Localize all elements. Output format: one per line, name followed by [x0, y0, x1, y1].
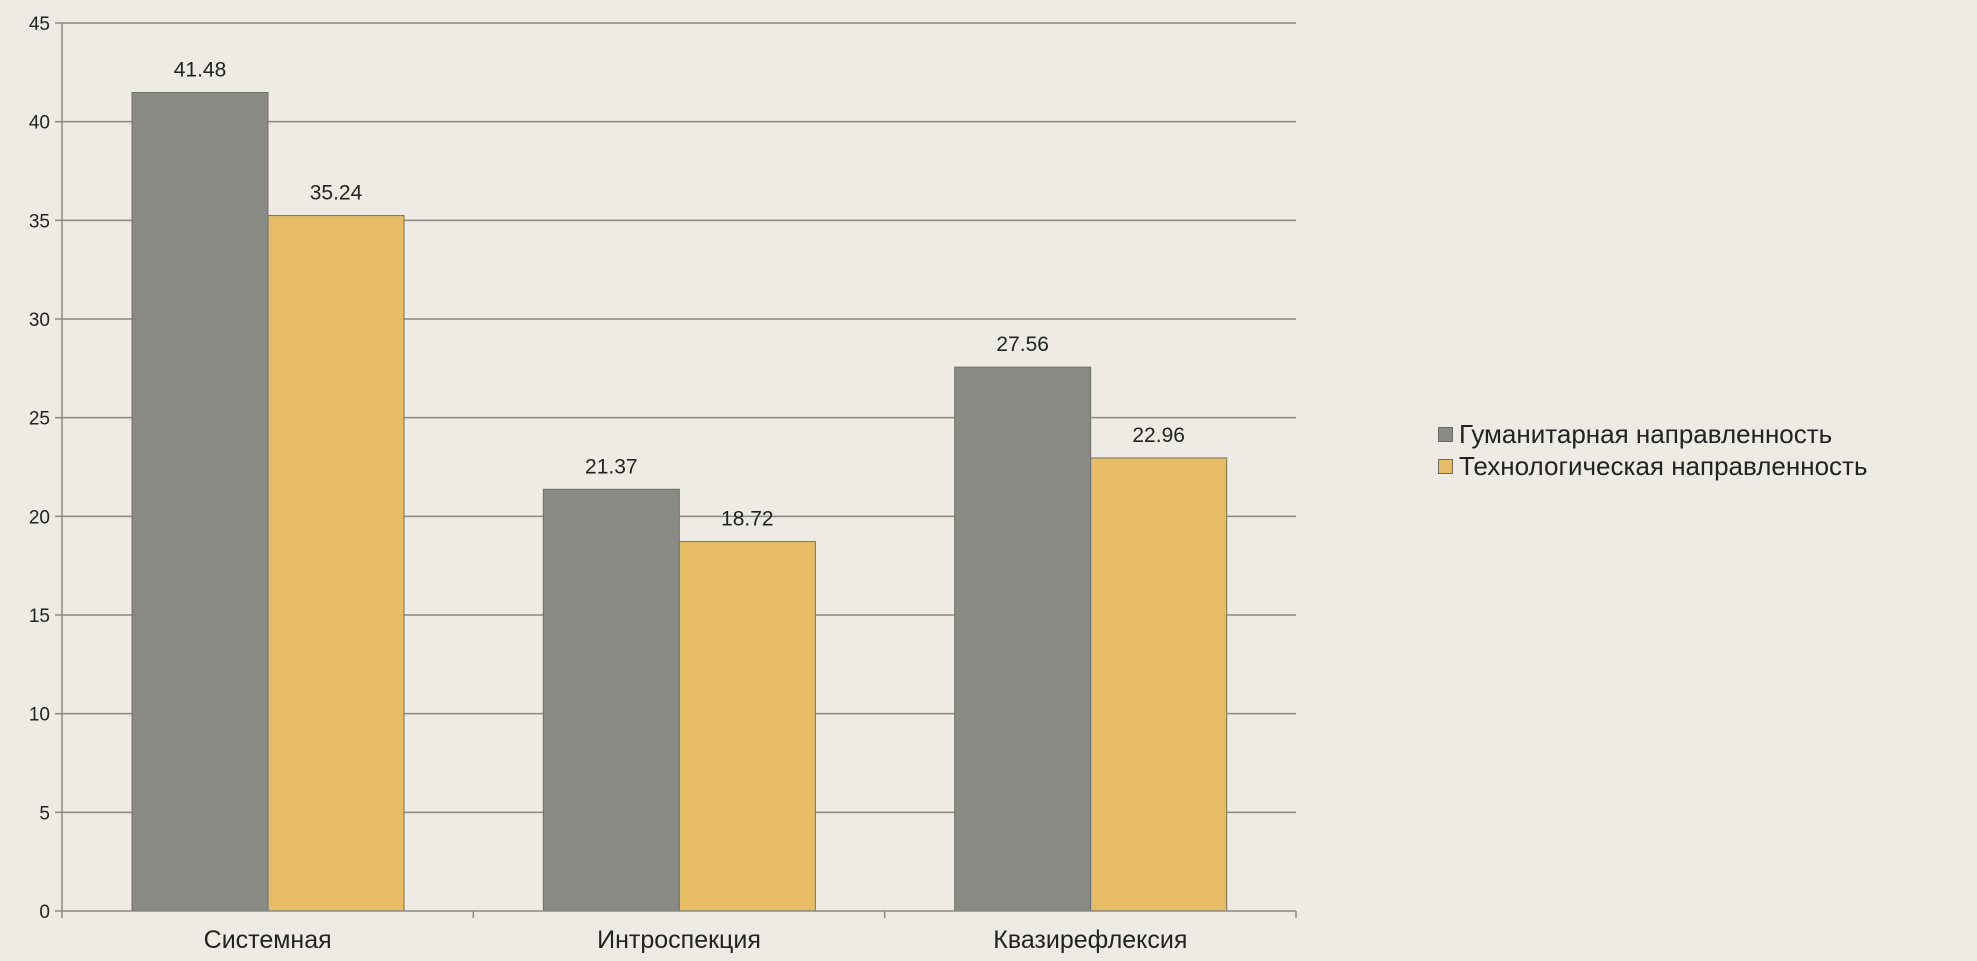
y-tick-label: 20	[29, 507, 50, 528]
y-tick-label: 0	[39, 902, 50, 923]
y-tick-label: 5	[39, 803, 50, 824]
legend-swatch-series-1	[1438, 426, 1453, 442]
axes	[55, 22, 1297, 918]
bar	[267, 215, 405, 912]
y-tick-label: 15	[29, 606, 50, 627]
bar	[1090, 457, 1228, 912]
y-tick-label: 30	[29, 310, 50, 331]
x-category-label: Квазирефлексия	[993, 926, 1187, 954]
legend-item-series-1: Гуманитарная направленность	[1438, 418, 1868, 450]
legend: Гуманитарная направленность Технологичес…	[1438, 418, 1868, 482]
legend-item-series-2: Технологическая направленность	[1438, 450, 1868, 482]
x-category-label: Интроспекция	[597, 926, 761, 954]
labels: 0 5 10 15 20 25 30 35 40 45 41.48 35.24 Системная 21.…	[29, 14, 1188, 954]
x-category-label: Системная	[204, 926, 332, 954]
y-tick-label: 45	[29, 14, 50, 35]
bars	[131, 91, 1228, 912]
data-label: 27.56	[996, 333, 1049, 356]
legend-label-series-1: Гуманитарная направленность	[1459, 418, 1833, 449]
data-label: 21.37	[585, 455, 638, 478]
legend-swatch-series-2	[1438, 458, 1453, 474]
legend-label-series-2: Технологическая направленность	[1459, 450, 1868, 481]
y-tick-label: 25	[29, 409, 50, 430]
bar	[131, 91, 269, 912]
bar	[954, 366, 1092, 912]
data-label: 35.24	[310, 182, 363, 205]
y-tick-label: 10	[29, 705, 50, 726]
data-label: 18.72	[721, 508, 774, 531]
bar	[542, 488, 680, 912]
data-label: 22.96	[1132, 424, 1185, 447]
bar	[678, 541, 816, 912]
y-tick-label: 35	[29, 211, 50, 232]
data-label: 41.48	[174, 58, 227, 81]
y-tick-label: 40	[29, 113, 50, 134]
